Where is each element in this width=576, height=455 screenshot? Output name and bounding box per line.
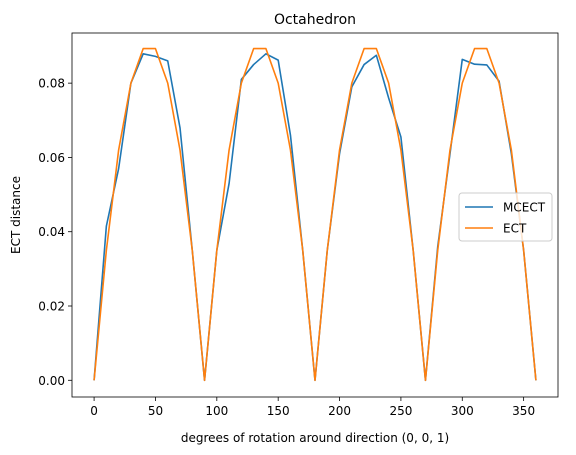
x-tick-label: 300 bbox=[451, 404, 474, 418]
x-axis-label: degrees of rotation around direction (0,… bbox=[181, 431, 449, 445]
x-tick-label: 350 bbox=[512, 404, 535, 418]
y-axis: 0.00 0.02 0.04 0.06 0.08 bbox=[38, 77, 72, 388]
x-axis: 0 50 100 150 200 250 300 350 bbox=[90, 397, 535, 418]
x-tick-label: 100 bbox=[205, 404, 228, 418]
plot-frame bbox=[71, 32, 559, 398]
series-line-ect bbox=[93, 47, 537, 382]
legend-box bbox=[458, 192, 553, 242]
y-tick-label: 0.06 bbox=[38, 151, 65, 165]
y-tick-label: 0.04 bbox=[38, 225, 65, 239]
x-tick-label: 0 bbox=[90, 404, 98, 418]
legend: MCECT ECT bbox=[458, 192, 553, 242]
x-tick-label: 200 bbox=[328, 404, 351, 418]
x-tick-label: 50 bbox=[148, 404, 163, 418]
series-layer bbox=[93, 47, 537, 382]
y-tick-label: 0.00 bbox=[38, 374, 65, 388]
chart-title: Octahedron bbox=[274, 12, 356, 28]
y-axis-label: ECT distance bbox=[9, 176, 23, 254]
y-tick-label: 0.02 bbox=[38, 300, 65, 314]
legend-label: ECT bbox=[503, 222, 527, 236]
y-tick-label: 0.08 bbox=[38, 77, 65, 91]
x-tick-label: 150 bbox=[267, 404, 290, 418]
x-tick-label: 250 bbox=[389, 404, 412, 418]
legend-label: MCECT bbox=[503, 201, 546, 215]
